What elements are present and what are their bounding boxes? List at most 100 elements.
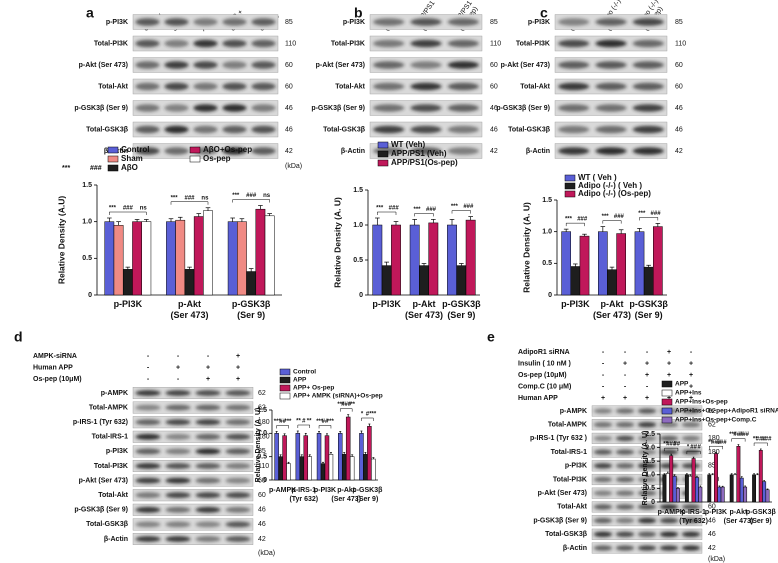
significance: ### bbox=[341, 402, 352, 408]
bar bbox=[278, 456, 283, 481]
blot-band bbox=[410, 104, 442, 112]
bar bbox=[349, 456, 355, 481]
significance: ** bbox=[753, 437, 758, 443]
bar bbox=[255, 208, 266, 296]
blot-band bbox=[615, 490, 635, 496]
row-size: 62 bbox=[708, 408, 716, 415]
blot-band bbox=[593, 504, 613, 510]
row-size: 60 bbox=[490, 83, 498, 90]
row-label: Total-GSK3β bbox=[86, 521, 129, 528]
x-tick-label: p-Akt (Ser 473) bbox=[331, 487, 361, 503]
bar bbox=[570, 266, 581, 296]
blot-band bbox=[637, 531, 657, 537]
x-tick-label-line: p-PI3K bbox=[114, 299, 143, 309]
legend-label: APP/PS1(Os-pep) bbox=[391, 158, 458, 167]
row-size: 46 bbox=[490, 105, 498, 112]
blot-band bbox=[193, 61, 218, 69]
blot-band bbox=[225, 521, 251, 528]
treatment-label: Comp.C (10 μM) bbox=[518, 383, 571, 390]
blot-band bbox=[225, 463, 251, 469]
blot-band bbox=[165, 521, 191, 528]
row-label: p-PI3K bbox=[343, 19, 365, 26]
significance: *** bbox=[348, 402, 356, 408]
legend-label: Adipo (-/-) ( Veh ) bbox=[578, 181, 642, 190]
bar bbox=[672, 475, 677, 503]
blot-band bbox=[615, 449, 635, 455]
bar bbox=[286, 463, 291, 481]
row-size: 85 bbox=[285, 19, 293, 26]
treatment-sign: + bbox=[206, 364, 210, 371]
bar bbox=[316, 433, 322, 481]
legend-swatch bbox=[107, 146, 119, 154]
row-label: p-PI3K bbox=[565, 463, 587, 470]
blot-band bbox=[410, 18, 442, 26]
bar bbox=[341, 454, 347, 481]
row-label: Total-PI3K bbox=[94, 40, 128, 47]
treatment-sign: + bbox=[689, 395, 693, 402]
row-size: 60 bbox=[258, 477, 266, 484]
row-label: β-Actin bbox=[104, 536, 128, 543]
blot-band bbox=[593, 435, 613, 442]
blot-strip bbox=[132, 387, 254, 400]
row-size: 110 bbox=[675, 40, 686, 47]
panel-letter: b bbox=[354, 5, 363, 21]
bar bbox=[762, 481, 767, 503]
treatment-label: Human APP bbox=[33, 364, 73, 371]
blot-band bbox=[195, 506, 221, 513]
blot-band bbox=[557, 82, 590, 91]
blot-strip bbox=[132, 430, 254, 443]
x-tick-label: p-AMPK bbox=[658, 509, 685, 516]
blot-band bbox=[135, 492, 161, 499]
row-size: 42 bbox=[258, 536, 266, 543]
treatment-sign: + bbox=[236, 364, 240, 371]
y-tick-label: 0 bbox=[651, 499, 655, 506]
row-label: p-Akt (Ser 473) bbox=[79, 477, 128, 484]
blot-band bbox=[251, 61, 276, 69]
blot-band bbox=[135, 448, 161, 455]
blot-strip bbox=[132, 474, 254, 487]
row-label: Total-AMPK bbox=[548, 422, 587, 429]
row-label: p-IRS-1 (Tyr 632) bbox=[73, 419, 128, 426]
blot-band bbox=[595, 18, 627, 26]
row-label: Total-GSK3β bbox=[545, 531, 588, 538]
blot-band bbox=[637, 476, 657, 483]
legend-label: APP+Ins+Os-pep+AdipoR1 siRNA bbox=[675, 408, 778, 415]
blot-band bbox=[372, 39, 405, 48]
bar bbox=[691, 458, 696, 503]
y-axis-label: Relative Density (A. U) bbox=[332, 197, 342, 288]
y-tick-label: 1.5 bbox=[353, 187, 363, 194]
x-tick-label-line: p-PI3K bbox=[705, 509, 727, 516]
significance: # bbox=[698, 445, 702, 451]
significance: ns bbox=[140, 206, 148, 212]
treatment-sign: - bbox=[646, 383, 649, 390]
blot-band bbox=[447, 82, 480, 91]
significance: ### bbox=[711, 440, 722, 446]
legend-swatch bbox=[107, 155, 119, 163]
x-tick-label: p-PI3K bbox=[372, 299, 401, 309]
bar bbox=[359, 433, 364, 481]
blot-band bbox=[251, 18, 276, 26]
y-tick-label: 0.5 bbox=[257, 454, 267, 461]
blot-band bbox=[659, 422, 679, 428]
y-tick-label: 0 bbox=[263, 477, 267, 484]
blot-band bbox=[447, 18, 480, 26]
bar bbox=[561, 231, 571, 296]
blot-band bbox=[195, 521, 221, 528]
significance: *** bbox=[316, 419, 324, 425]
bar bbox=[752, 474, 757, 503]
x-tick-label-line: p-GSK3β bbox=[232, 299, 271, 309]
x-tick-label-line: (Tyr 632) bbox=[679, 518, 708, 525]
bracket bbox=[639, 217, 659, 221]
blot-band bbox=[447, 39, 480, 48]
blot-band bbox=[193, 104, 218, 112]
significance: *** bbox=[327, 419, 335, 425]
significance: ### bbox=[123, 206, 134, 212]
x-tick-label: p-PI3K bbox=[561, 299, 590, 309]
blot-band bbox=[681, 463, 701, 469]
treatment-label: Os-pep (10μM) bbox=[33, 376, 82, 383]
legend-swatch bbox=[564, 190, 576, 198]
row-size: 42 bbox=[490, 148, 498, 155]
bar bbox=[669, 455, 674, 503]
row-size: 62 bbox=[258, 404, 266, 411]
bar bbox=[246, 271, 257, 296]
